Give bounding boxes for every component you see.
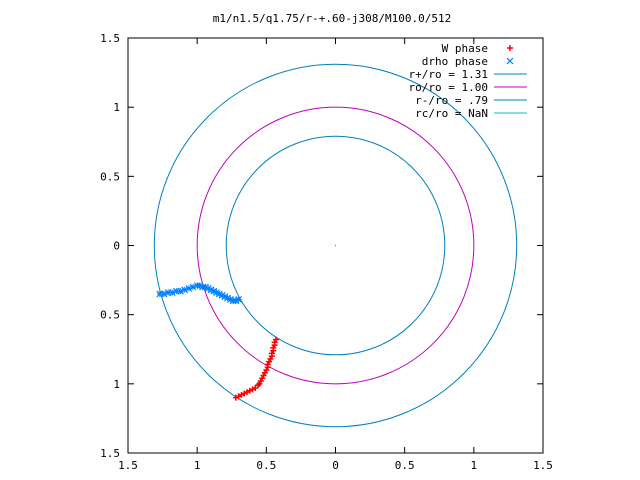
- y-tick-label: 1.5: [100, 447, 120, 460]
- legend-marker: [507, 45, 513, 51]
- w-phase-point: [255, 382, 262, 389]
- y-tick-label: 0.5: [100, 309, 120, 322]
- origin-point: [334, 244, 337, 247]
- x-tick-label: 1: [194, 459, 201, 472]
- y-tick-label: 0.5: [100, 170, 120, 183]
- drho-phase-point: [177, 287, 184, 295]
- x-tick-label: 0.5: [395, 459, 415, 472]
- plot-frame: [127, 37, 544, 454]
- x-tick-label: 0: [332, 459, 339, 472]
- legend-label: r+/ro = 1.31: [409, 68, 488, 81]
- circle-series-4: [225, 135, 446, 356]
- legend-label: ro/ro = 1.00: [409, 81, 488, 94]
- legend-label: rc/ro = NaN: [415, 107, 488, 120]
- legend-marker: [506, 57, 514, 65]
- chart-title: m1/n1.5/q1.75/r-+.60-j308/M100.0/512: [213, 12, 451, 25]
- x-tick-label: 1.5: [118, 459, 138, 472]
- y-tick-label: 1: [113, 101, 120, 114]
- legend-label: W phase: [442, 42, 488, 55]
- drho-phase-point: [235, 296, 243, 303]
- y-tick-label: 1: [113, 378, 120, 391]
- drho-phase-point: [189, 283, 197, 291]
- x-tick-label: 0.5: [256, 459, 276, 472]
- circle-series-3: [196, 106, 475, 385]
- x-tick-label: 1: [471, 459, 478, 472]
- drho-phase-point: [160, 290, 168, 298]
- y-tick-label: 0: [113, 240, 120, 253]
- w-phase-point: [232, 394, 239, 401]
- legend-label: drho phase: [422, 55, 488, 68]
- circle-series-2: [153, 63, 518, 428]
- series-layer: [153, 63, 518, 428]
- legend-label: r-/ro = .79: [415, 94, 488, 107]
- y-tick-label: 1.5: [100, 32, 120, 45]
- x-tick-label: 1.5: [533, 459, 553, 472]
